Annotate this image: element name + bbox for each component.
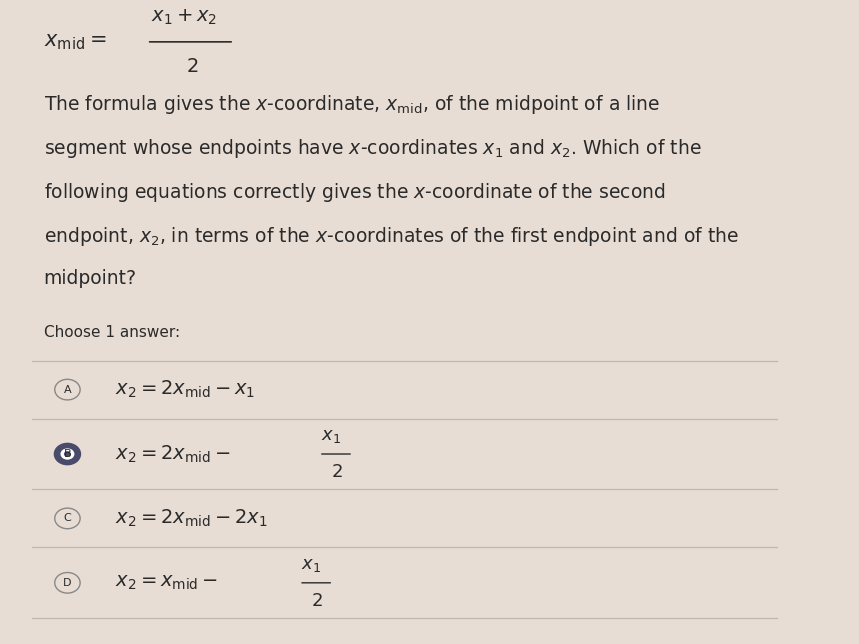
Circle shape xyxy=(55,379,80,400)
Text: D: D xyxy=(64,578,71,588)
Text: A: A xyxy=(64,384,71,395)
Text: segment whose endpoints have $x$-coordinates $x_1$ and $x_2$. Which of the: segment whose endpoints have $x$-coordin… xyxy=(44,137,701,160)
Text: $2$: $2$ xyxy=(311,592,323,610)
Text: $x_1+x_2$: $x_1+x_2$ xyxy=(150,8,216,27)
Circle shape xyxy=(64,451,71,457)
Text: $2$: $2$ xyxy=(186,57,198,76)
Text: $x_2=2x_{\mathrm{mid}}-$: $x_2=2x_{\mathrm{mid}}-$ xyxy=(115,443,230,465)
Text: midpoint?: midpoint? xyxy=(44,269,137,288)
Text: $2$: $2$ xyxy=(331,463,343,481)
Text: $x_2=x_{\mathrm{mid}}-$: $x_2=x_{\mathrm{mid}}-$ xyxy=(115,573,218,592)
Text: Choose 1 answer:: Choose 1 answer: xyxy=(44,325,180,340)
Circle shape xyxy=(55,444,80,464)
Circle shape xyxy=(55,573,80,593)
Text: endpoint, $x_2$, in terms of the $x$-coordinates of the first endpoint and of th: endpoint, $x_2$, in terms of the $x$-coo… xyxy=(44,225,739,248)
Circle shape xyxy=(60,448,75,460)
Text: C: C xyxy=(64,513,71,524)
Text: The formula gives the $x$-coordinate, $x_{\mathrm{mid}}$, of the midpoint of a l: The formula gives the $x$-coordinate, $x… xyxy=(44,93,660,117)
Circle shape xyxy=(55,508,80,529)
Text: $x_1$: $x_1$ xyxy=(302,556,321,574)
Text: $x_{\mathrm{mid}}=$: $x_{\mathrm{mid}}=$ xyxy=(44,32,107,52)
Text: $x_1$: $x_1$ xyxy=(321,427,341,445)
Text: B: B xyxy=(64,449,71,459)
Text: $x_2=2x_{\mathrm{mid}}-2x_1$: $x_2=2x_{\mathrm{mid}}-2x_1$ xyxy=(115,507,268,529)
Text: following equations correctly gives the $x$-coordinate of the second: following equations correctly gives the … xyxy=(44,181,665,204)
Text: $x_2=2x_{\mathrm{mid}}-x_1$: $x_2=2x_{\mathrm{mid}}-x_1$ xyxy=(115,379,255,401)
